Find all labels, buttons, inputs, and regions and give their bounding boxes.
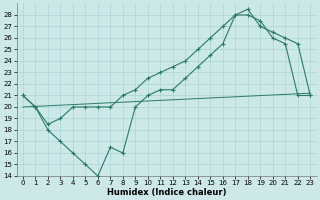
X-axis label: Humidex (Indice chaleur): Humidex (Indice chaleur)	[107, 188, 226, 197]
